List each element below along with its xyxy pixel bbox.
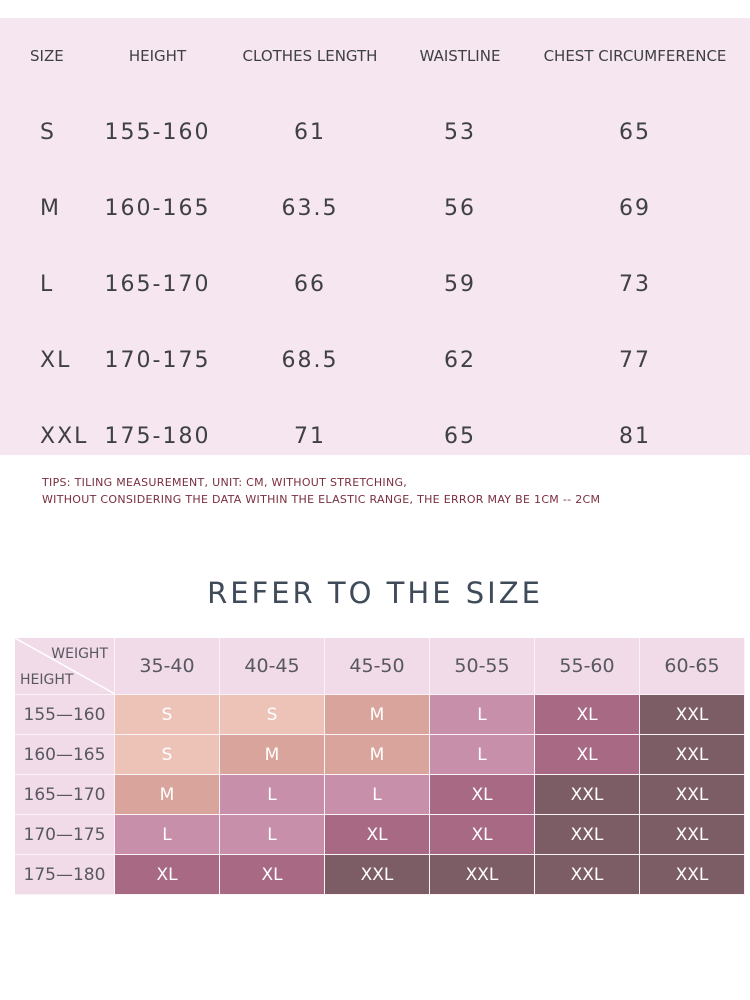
waistline-cell: 65 (444, 423, 476, 449)
corner-diagonal-line (15, 638, 114, 694)
height-cell: 165-170 (104, 271, 211, 297)
size-cell: XL (325, 815, 430, 854)
size-cell: M (325, 735, 430, 774)
size-cell: S (115, 695, 220, 734)
size-cell: L (220, 775, 325, 814)
weight-header: 45-50 (325, 638, 430, 694)
size-table-header-row: SIZE HEIGHT CLOTHES LENGTH WAISTLINE CHE… (0, 18, 750, 94)
header-size: SIZE (30, 47, 64, 65)
grid-row: 170—175 L L XL XL XXL XXL (15, 815, 747, 855)
height-cell: 155-160 (104, 119, 211, 145)
corner-height-label: HEIGHT (20, 672, 74, 688)
size-cell: XXL (535, 815, 640, 854)
size-cell: XL (430, 815, 535, 854)
size-cell: XXL (640, 855, 745, 894)
size-cell: M (115, 775, 220, 814)
clothes-length-cell: 63.5 (281, 195, 339, 221)
size-cell: XXL (640, 735, 745, 774)
chest-cell: 73 (619, 271, 651, 297)
size-cell: S (40, 119, 56, 145)
size-cell: XL (220, 855, 325, 894)
size-cell: XL (40, 347, 72, 373)
height-label: 175—180 (15, 855, 115, 894)
size-cell: XXL (40, 423, 89, 449)
size-cell: XL (535, 695, 640, 734)
waistline-cell: 59 (444, 271, 476, 297)
size-cell: XL (535, 735, 640, 774)
size-cell: M (220, 735, 325, 774)
height-label: 160—165 (15, 735, 115, 774)
chest-cell: 81 (619, 423, 651, 449)
table-row: M 160-165 63.5 56 69 (0, 170, 750, 246)
table-row: S 155-160 61 53 65 (0, 94, 750, 170)
size-cell: L (220, 815, 325, 854)
clothes-length-cell: 66 (294, 271, 326, 297)
header-waistline: WAISTLINE (419, 47, 501, 65)
size-cell: XXL (640, 815, 745, 854)
weight-header: 60-65 (640, 638, 745, 694)
size-cell: L (115, 815, 220, 854)
corner-weight-label: WEIGHT (51, 646, 108, 662)
size-measurement-panel: SIZE HEIGHT CLOTHES LENGTH WAISTLINE CHE… (0, 18, 750, 455)
grid-row: 160—165 S M M L XL XXL (15, 735, 747, 775)
waistline-cell: 62 (444, 347, 476, 373)
height-label: 155—160 (15, 695, 115, 734)
height-label: 170—175 (15, 815, 115, 854)
header-height: HEIGHT (128, 47, 187, 65)
height-cell: 175-180 (104, 423, 211, 449)
grid-header-row: WEIGHT HEIGHT 35-40 40-45 45-50 50-55 55… (15, 638, 747, 695)
grid-corner-cell: WEIGHT HEIGHT (15, 638, 115, 694)
size-cell: XXL (325, 855, 430, 894)
size-cell: L (40, 271, 55, 297)
size-cell: M (40, 195, 61, 221)
size-cell: XXL (430, 855, 535, 894)
size-cell: XXL (535, 855, 640, 894)
tips-line-1: TIPS: TILING MEASUREMENT, UNIT: CM, WITH… (42, 476, 408, 489)
header-clothes-length: CLOTHES LENGTH (242, 47, 378, 65)
size-cell: L (430, 695, 535, 734)
size-cell: M (325, 695, 430, 734)
weight-header: 50-55 (430, 638, 535, 694)
chest-cell: 65 (619, 119, 651, 145)
table-row: L 165-170 66 59 73 (0, 246, 750, 322)
chest-cell: 69 (619, 195, 651, 221)
refer-size-title: REFER TO THE SIZE (207, 576, 543, 610)
size-cell: XL (115, 855, 220, 894)
size-cell: L (430, 735, 535, 774)
clothes-length-cell: 71 (294, 423, 326, 449)
weight-header: 40-45 (220, 638, 325, 694)
size-cell: S (220, 695, 325, 734)
clothes-length-cell: 61 (294, 119, 326, 145)
waistline-cell: 53 (444, 119, 476, 145)
chest-cell: 77 (619, 347, 651, 373)
grid-row: 165—170 M L L XL XXL XXL (15, 775, 747, 815)
height-cell: 160-165 (104, 195, 211, 221)
table-row: XXL 175-180 71 65 81 (0, 398, 750, 474)
grid-row: 175—180 XL XL XXL XXL XXL XXL (15, 855, 747, 895)
size-cell: XL (430, 775, 535, 814)
size-cell: L (325, 775, 430, 814)
size-cell: XXL (535, 775, 640, 814)
weight-header: 35-40 (115, 638, 220, 694)
weight-height-size-grid: WEIGHT HEIGHT 35-40 40-45 45-50 50-55 55… (15, 638, 747, 895)
height-label: 165—170 (15, 775, 115, 814)
weight-header: 55-60 (535, 638, 640, 694)
size-cell: XXL (640, 695, 745, 734)
size-cell: XXL (640, 775, 745, 814)
size-cell: S (115, 735, 220, 774)
clothes-length-cell: 68.5 (281, 347, 339, 373)
header-chest-circumference: CHEST CIRCUMFERENCE (543, 47, 727, 65)
grid-row: 155—160 S S M L XL XXL (15, 695, 747, 735)
waistline-cell: 56 (444, 195, 476, 221)
table-row: XL 170-175 68.5 62 77 (0, 322, 750, 398)
measurement-tips: TIPS: TILING MEASUREMENT, UNIT: CM, WITH… (42, 474, 600, 508)
height-cell: 170-175 (104, 347, 211, 373)
size-measurement-table: SIZE HEIGHT CLOTHES LENGTH WAISTLINE CHE… (0, 18, 750, 474)
tips-line-2: WITHOUT CONSIDERING THE DATA WITHIN THE … (42, 493, 601, 506)
